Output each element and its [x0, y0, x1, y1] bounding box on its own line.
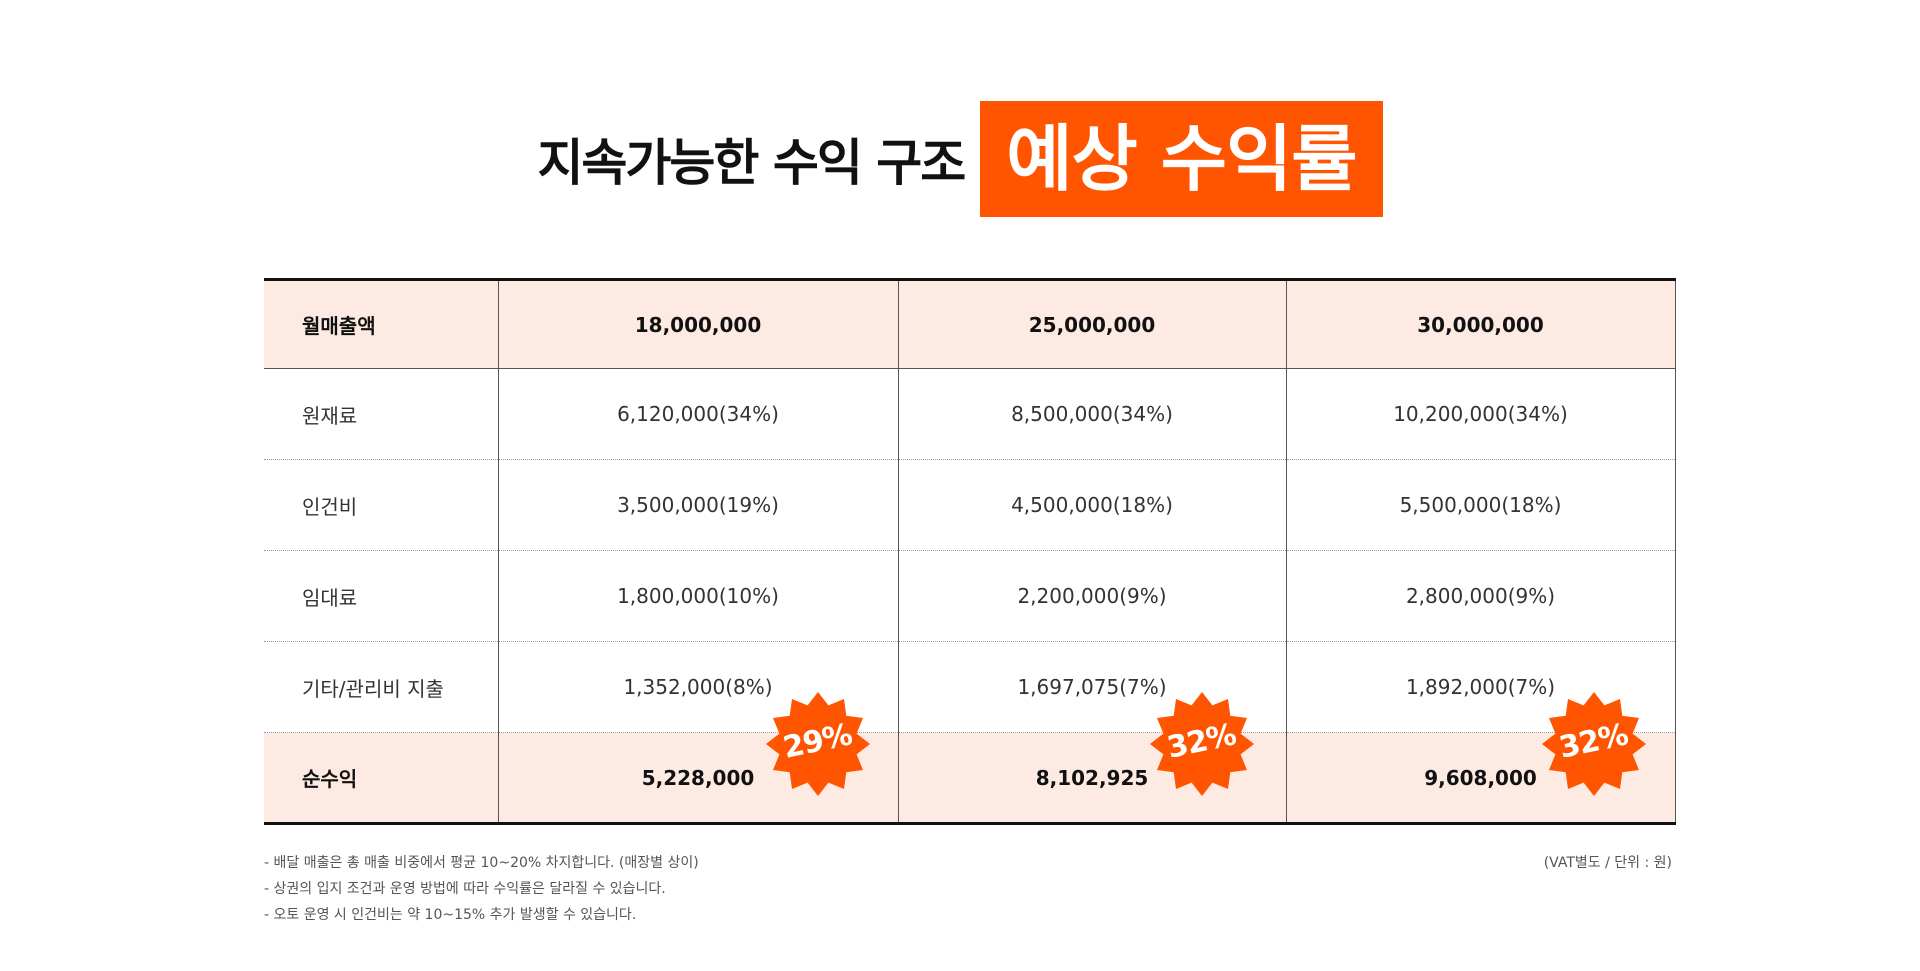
- table-cell: 10,200,000(34%): [1285, 368, 1676, 460]
- header-cell: 18,000,000: [497, 279, 898, 369]
- table-cell: 2,200,000(9%): [897, 550, 1286, 642]
- table-cell: 1,800,000(10%): [497, 550, 898, 642]
- table-total-row: 순수익 5,228,000 8,102,925 9,608,000: [264, 732, 1676, 824]
- title-highlight: 예상 수익률: [980, 101, 1383, 217]
- table-header-row: 월매출액 18,000,000 25,000,000 30,000,000: [264, 279, 1676, 369]
- table-cell: 1,892,000(7%): [1285, 641, 1676, 733]
- badge-text: 29%: [780, 717, 855, 766]
- footnote: - 오토 운영 시 인건비는 약 10~15% 추가 발생할 수 있습니다.: [264, 907, 637, 923]
- footnote: - 상권의 입지 조건과 운영 방법에 따라 수익률은 달라질 수 있습니다.: [264, 881, 666, 897]
- row-label: 기타/관리비 지출: [264, 641, 498, 733]
- revenue-table: 월매출액 18,000,000 25,000,000 30,000,000 원재…: [264, 278, 1676, 825]
- unit-note: (VAT별도 / 단위 : 원): [1543, 855, 1672, 871]
- row-label: 인건비: [264, 459, 498, 551]
- table-row: 원재료 6,120,000(34%) 8,500,000(34%) 10,200…: [264, 368, 1676, 460]
- table-cell: 5,500,000(18%): [1285, 459, 1676, 551]
- table-row: 기타/관리비 지출 1,352,000(8%) 1,697,075(7%) 1,…: [264, 641, 1676, 733]
- profit-rate-badge: 29%: [764, 690, 872, 798]
- header-cell: 25,000,000: [897, 279, 1286, 369]
- table-cell: 4,500,000(18%): [897, 459, 1286, 551]
- total-label: 순수익: [264, 732, 498, 824]
- header-cell: 30,000,000: [1285, 279, 1676, 369]
- title-main: 지속가능한 수익 구조: [537, 134, 966, 192]
- table-cell: 3,500,000(19%): [497, 459, 898, 551]
- header-label: 월매출액: [264, 279, 498, 369]
- table-cell: 8,500,000(34%): [897, 368, 1286, 460]
- starburst-badge-icon: [766, 692, 870, 796]
- starburst-badge-icon: [1542, 692, 1646, 796]
- profit-rate-badge: 32%: [1540, 690, 1648, 798]
- profit-rate-badge: 32%: [1148, 690, 1256, 798]
- footnotes: - 배달 매출은 총 매출 비중에서 평균 10~20% 차지합니다. (매장별…: [264, 850, 699, 928]
- table-row: 인건비 3,500,000(19%) 4,500,000(18%) 5,500,…: [264, 459, 1676, 551]
- row-label: 임대료: [264, 550, 498, 642]
- table-row: 임대료 1,800,000(10%) 2,200,000(9%) 2,800,0…: [264, 550, 1676, 642]
- page-title: 지속가능한 수익 구조 예상 수익률: [0, 100, 1920, 218]
- starburst-badge-icon: [1150, 692, 1254, 796]
- footnote: - 배달 매출은 총 매출 비중에서 평균 10~20% 차지합니다. (매장별…: [264, 855, 699, 871]
- badge-text: 32%: [1556, 717, 1631, 766]
- table-cell: 6,120,000(34%): [497, 368, 898, 460]
- row-label: 원재료: [264, 368, 498, 460]
- badge-text: 32%: [1164, 717, 1239, 766]
- table-cell: 2,800,000(9%): [1285, 550, 1676, 642]
